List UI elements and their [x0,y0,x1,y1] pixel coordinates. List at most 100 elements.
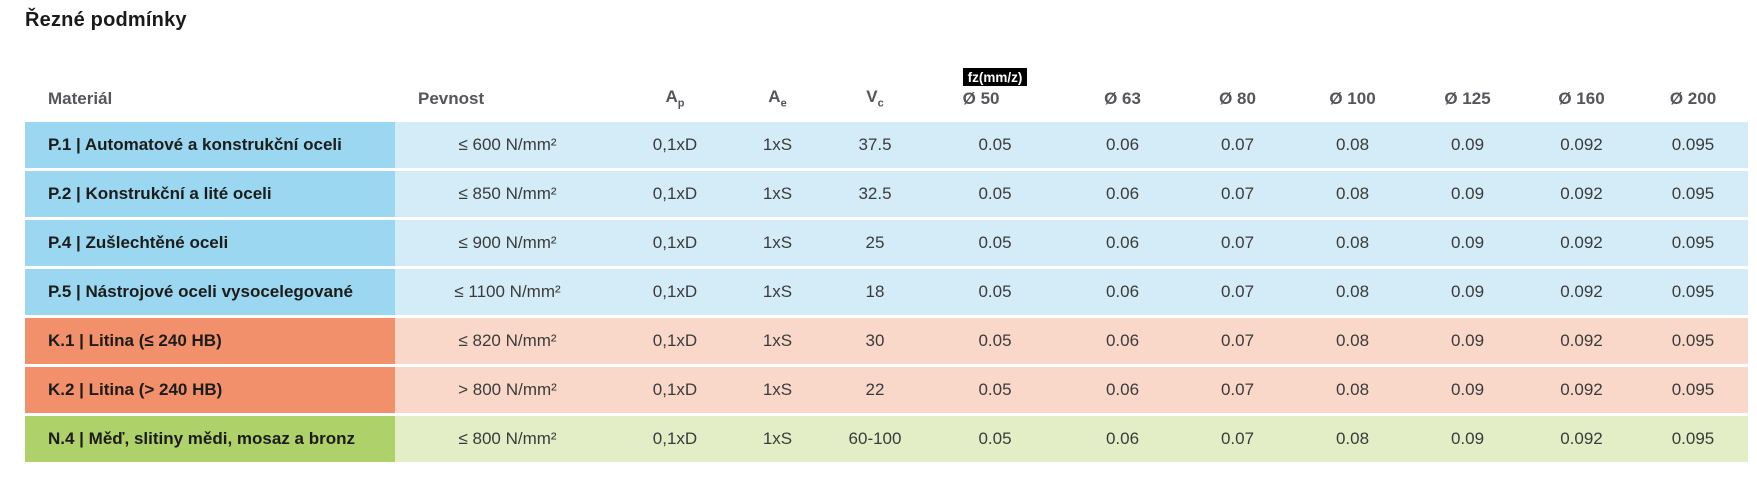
column-header-material: Materiál [48,89,113,108]
fz-cell-d50: 0.05 [925,269,1065,315]
strength-cell: ≤ 800 N/mm² [395,416,620,462]
fz-cell-d100: 0.08 [1295,318,1410,364]
vc-cell: 22 [825,367,925,413]
fz-cell-d80: 0.07 [1180,269,1295,315]
ae-symbol: A [768,86,781,106]
fz-cell-d50: 0.05 [925,416,1065,462]
fz-cell-d125: 0.09 [1410,416,1525,462]
fz-cell-d200: 0.095 [1638,367,1748,413]
ap-cell: 0,1xD [620,367,730,413]
fz-cell-d160: 0.092 [1525,318,1638,364]
fz-cell-d100: 0.08 [1295,122,1410,168]
material-cell: K.2 | Litina (> 240 HB) [25,367,395,413]
fz-cell-d63: 0.06 [1065,122,1180,168]
ae-subscript: e [780,97,787,109]
fz-cell-d100: 0.08 [1295,220,1410,266]
column-header-strength: Pevnost [418,89,485,108]
material-cell: P.2 | Konstrukční a lité oceli [25,171,395,217]
vc-cell: 32.5 [825,171,925,217]
strength-cell: > 800 N/mm² [395,367,620,413]
fz-cell-d50: 0.05 [925,318,1065,364]
column-header-d80: Ø 80 [1219,89,1256,108]
fz-cell-d100: 0.08 [1295,367,1410,413]
ap-cell: 0,1xD [620,416,730,462]
fz-cell-d160: 0.092 [1525,367,1638,413]
material-cell: P.1 | Automatové a konstrukční oceli [25,122,395,168]
fz-cell-d200: 0.095 [1638,416,1748,462]
fz-cell-d125: 0.09 [1410,220,1525,266]
column-header-d50: fz(mm/z) Ø 50 [925,53,1065,119]
column-header-vc: Vc [825,53,925,119]
fz-cell-d50: 0.05 [925,171,1065,217]
ae-cell: 1xS [730,318,825,364]
material-cell: P.5 | Nástrojové oceli vysocelegované [25,269,395,315]
column-header-ap: Ap [620,53,730,119]
fz-cell-d80: 0.07 [1180,122,1295,168]
header-row: Materiál Pevnost Ap Ae Vc fz(mm/z) Ø 50 … [25,53,1748,119]
fz-cell-d100: 0.08 [1295,171,1410,217]
fz-cell-d125: 0.09 [1410,171,1525,217]
column-header-d100: Ø 100 [1329,89,1376,108]
ap-cell: 0,1xD [620,269,730,315]
fz-cell-d125: 0.09 [1410,122,1525,168]
fz-cell-d63: 0.06 [1065,269,1180,315]
fz-cell-d200: 0.095 [1638,269,1748,315]
fz-header-group: fz(mm/z) Ø 50 [962,67,1028,110]
fz-cell-d63: 0.06 [1065,416,1180,462]
table-row: K.2 | Litina (> 240 HB) > 800 N/mm² 0,1x… [25,367,1748,413]
table-row: P.1 | Automatové a konstrukční oceli ≤ 6… [25,122,1748,168]
ae-cell: 1xS [730,122,825,168]
strength-cell: ≤ 900 N/mm² [395,220,620,266]
ae-cell: 1xS [730,171,825,217]
fz-unit-badge: fz(mm/z) [962,67,1028,86]
ap-symbol: A [665,86,678,106]
fz-cell-d160: 0.092 [1525,122,1638,168]
ap-cell: 0,1xD [620,122,730,168]
strength-cell: ≤ 1100 N/mm² [395,269,620,315]
fz-cell-d80: 0.07 [1180,318,1295,364]
fz-cell-d63: 0.06 [1065,171,1180,217]
ap-subscript: p [677,97,685,109]
material-cell: P.4 | Zušlechtěné oceli [25,220,395,266]
fz-cell-d63: 0.06 [1065,318,1180,364]
column-header-ae: Ae [730,53,825,119]
fz-cell-d63: 0.06 [1065,220,1180,266]
column-header-d160: Ø 160 [1558,89,1605,108]
fz-cell-d80: 0.07 [1180,416,1295,462]
fz-cell-d160: 0.092 [1525,416,1638,462]
vc-subscript: c [877,97,884,109]
strength-cell: ≤ 820 N/mm² [395,318,620,364]
ae-cell: 1xS [730,367,825,413]
fz-cell-d160: 0.092 [1525,269,1638,315]
page-title: Řezné podmínky [25,9,187,31]
column-header-d200: Ø 200 [1669,89,1717,108]
ae-cell: 1xS [730,269,825,315]
fz-cell-d50: 0.05 [925,122,1065,168]
fz-cell-d200: 0.095 [1638,318,1748,364]
column-header-d125: Ø 125 [1444,89,1491,108]
ap-cell: 0,1xD [620,318,730,364]
vc-cell: 25 [825,220,925,266]
fz-cell-d80: 0.07 [1180,171,1295,217]
fz-cell-d200: 0.095 [1638,171,1748,217]
table-row: P.2 | Konstrukční a lité oceli ≤ 850 N/m… [25,171,1748,217]
ae-cell: 1xS [730,220,825,266]
fz-cell-d50: 0.05 [925,220,1065,266]
fz-cell-d100: 0.08 [1295,269,1410,315]
strength-cell: ≤ 600 N/mm² [395,122,620,168]
material-cell: N.4 | Měď, slitiny mědi, mosaz a bronz [25,416,395,462]
vc-symbol: V [866,86,878,106]
vc-cell: 30 [825,318,925,364]
cutting-conditions-table: Materiál Pevnost Ap Ae Vc fz(mm/z) Ø 50 … [25,50,1748,465]
ap-cell: 0,1xD [620,171,730,217]
vc-cell: 37.5 [825,122,925,168]
fz-cell-d125: 0.09 [1410,367,1525,413]
vc-cell: 60-100 [825,416,925,462]
ae-cell: 1xS [730,416,825,462]
table-row: K.1 | Litina (≤ 240 HB) ≤ 820 N/mm² 0,1x… [25,318,1748,364]
fz-cell-d100: 0.08 [1295,416,1410,462]
column-header-d63: Ø 63 [1104,89,1141,108]
fz-cell-d50: 0.05 [925,367,1065,413]
material-cell: K.1 | Litina (≤ 240 HB) [25,318,395,364]
fz-cell-d125: 0.09 [1410,269,1525,315]
